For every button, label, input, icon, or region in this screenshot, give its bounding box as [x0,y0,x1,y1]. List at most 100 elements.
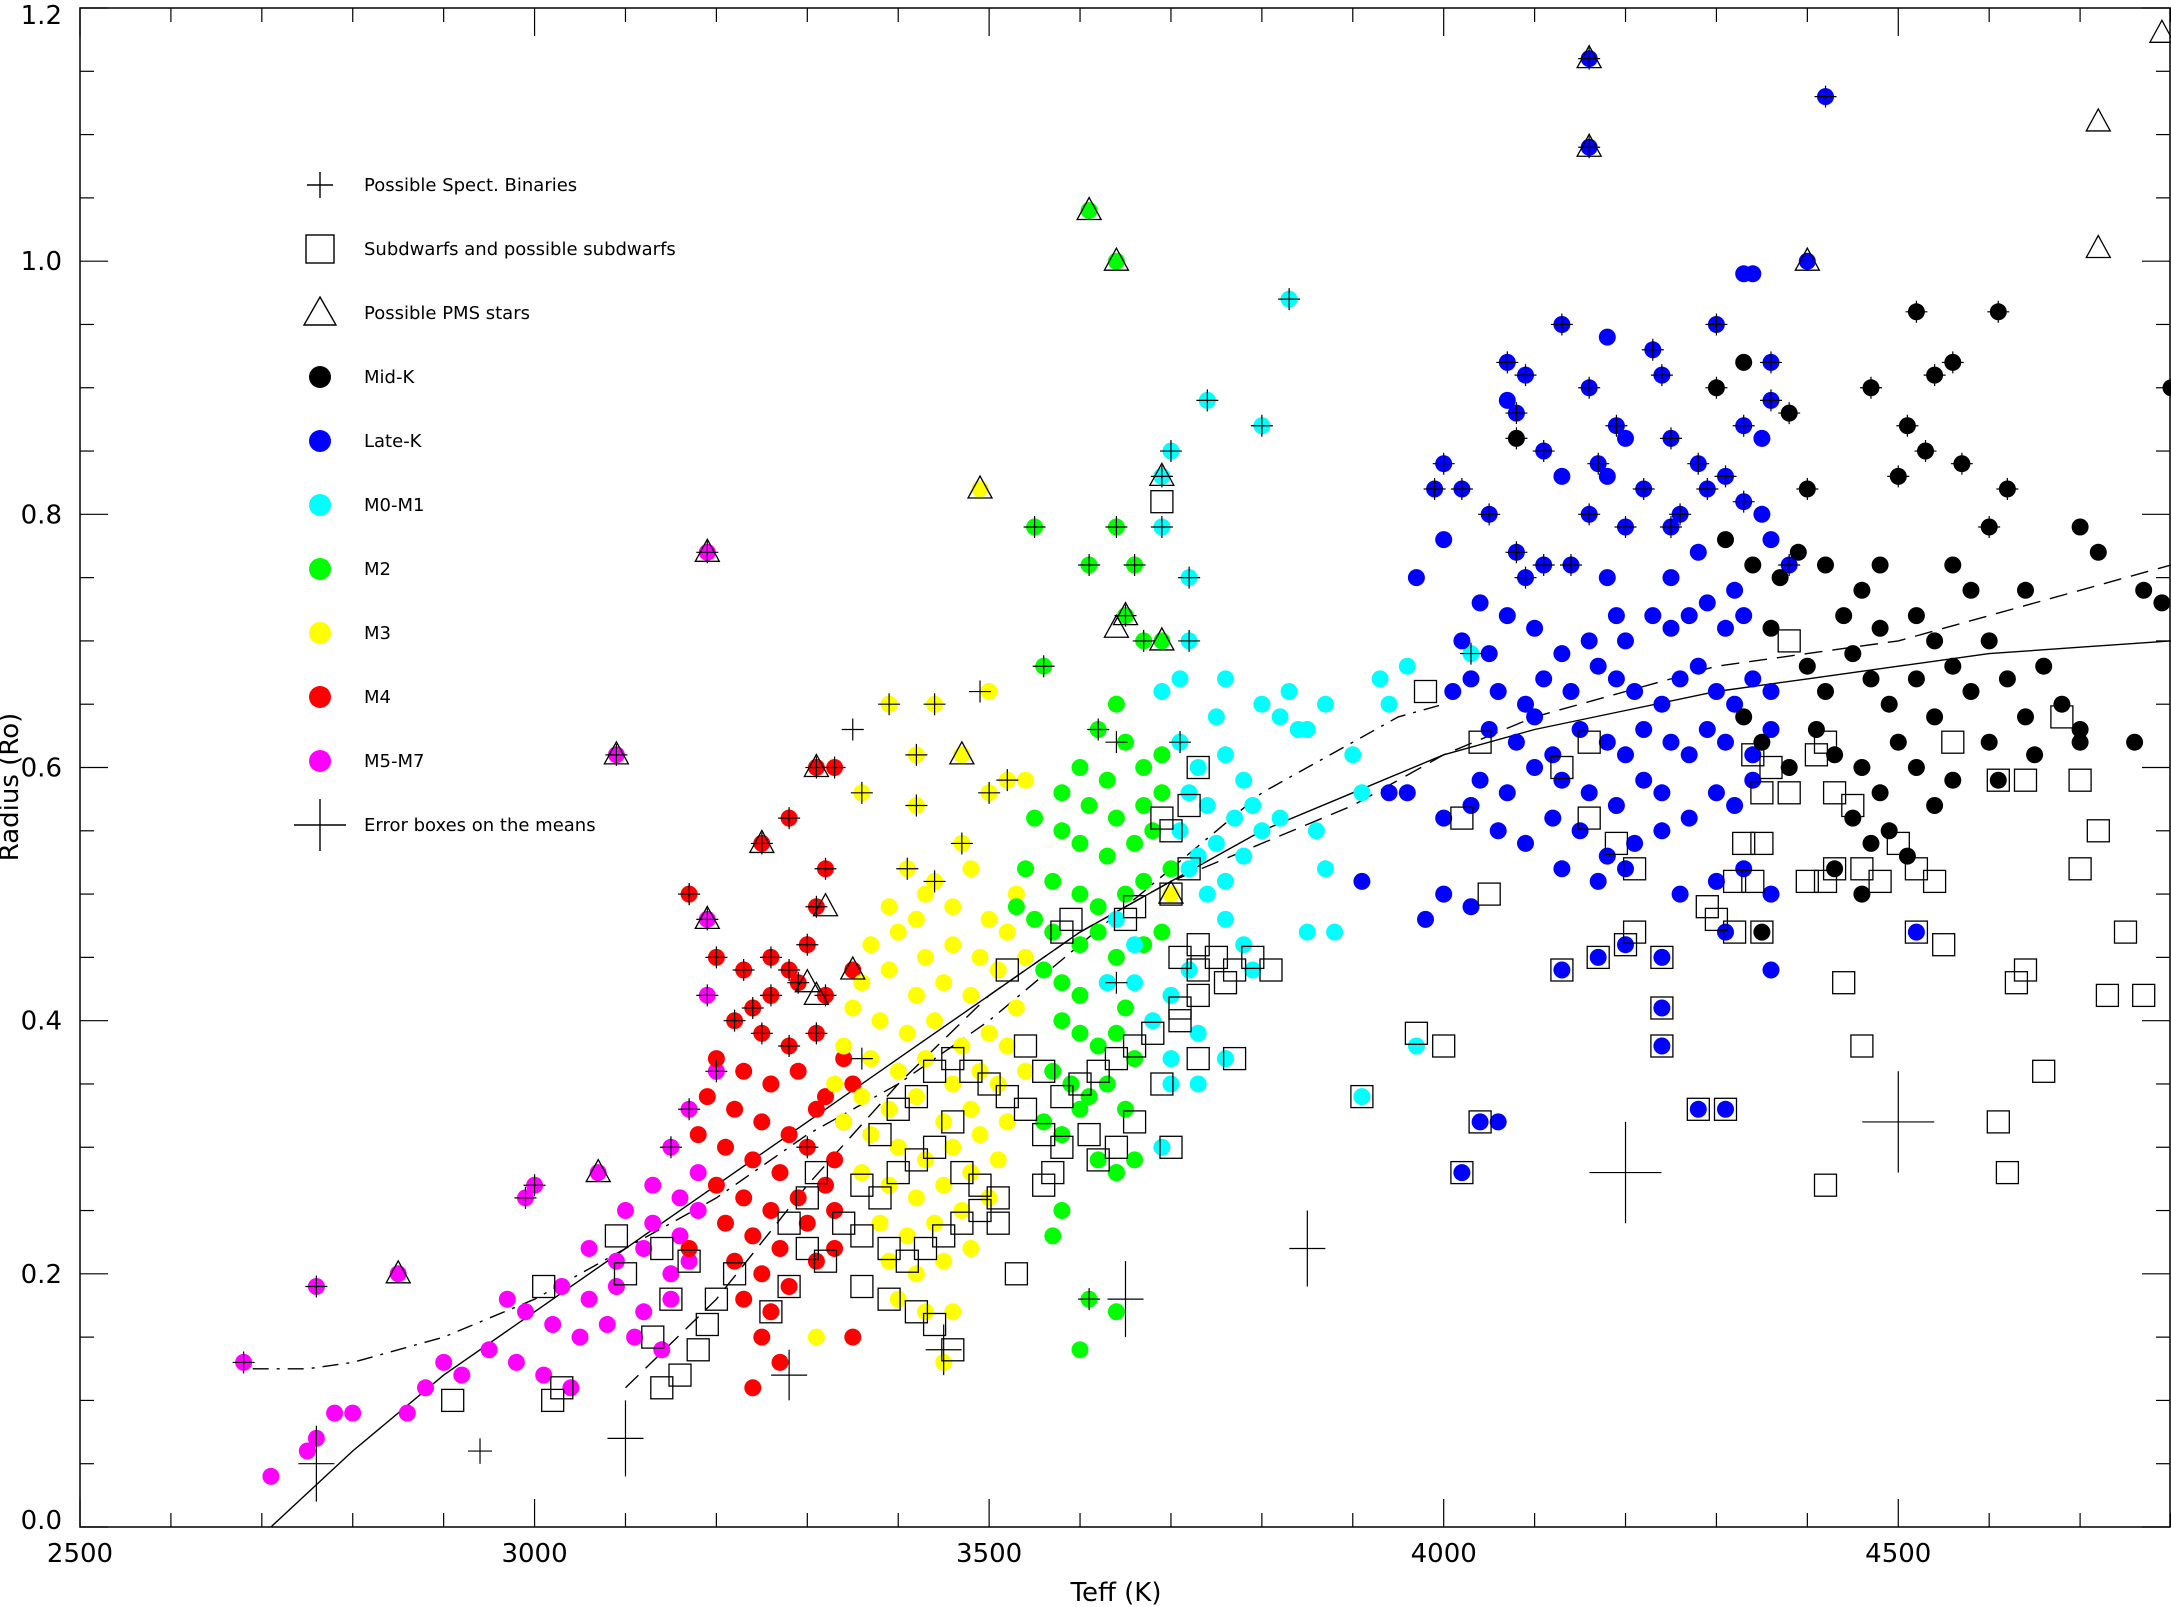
data-point-m3 [917,1303,934,1321]
data-point-mid-k [1880,695,1898,713]
data-point-m2 [1071,1341,1089,1359]
subdwarf-marker [1550,755,1574,780]
data-point-m0-m1 [1217,1050,1234,1068]
binary-marker [1087,718,1110,741]
data-point-m4 [771,1164,789,1182]
data-point-late-k [1762,721,1780,738]
x-tick-label: 2500 [47,1539,113,1569]
data-point-m5-m7 [607,1278,625,1295]
data-point-m3 [926,1012,944,1030]
subdwarf-marker [2095,983,2120,1008]
legend-marker-late-k [309,430,331,452]
data-point-late-k [1462,898,1480,916]
subdwarf-marker [1113,907,1138,932]
binary-marker [1905,300,1928,323]
binary-marker [778,1034,801,1057]
data-point-m4 [771,1353,789,1371]
data-point-late-k [1717,923,1734,941]
data-point-m0-m1 [1207,708,1225,726]
subdwarf-marker [1904,920,1929,944]
data-point-late-k [1707,872,1725,890]
data-point-m3 [844,999,862,1017]
data-point-m5-m7 [435,1353,453,1371]
data-point-m3 [835,1113,853,1131]
subdwarf-marker [1750,781,1774,805]
data-point-m3 [853,1088,871,1106]
data-point-m2 [1044,923,1062,941]
error-cross [1107,1261,1144,1338]
data-point-late-k [1562,683,1580,700]
data-point-late-k [1471,1113,1489,1131]
subdwarf-marker [1032,1122,1056,1147]
binary-marker [1987,300,2010,323]
data-point-m3 [907,1088,925,1106]
data-point-m4 [744,1227,762,1245]
subdwarf-marker [1704,907,1729,932]
y-tick-label: 1.2 [21,1,62,31]
subdwarf-marker [1159,1135,1183,1159]
data-point-mid-k [1907,607,1925,625]
error-cross [1289,1210,1326,1287]
binary-marker [1105,515,1128,538]
data-point-m5-m7 [617,1202,634,1219]
data-point-m0-m1 [1317,695,1334,713]
error-cross [771,1349,808,1401]
subdwarf-marker [895,1249,919,1273]
data-point-mid-k [1853,759,1871,776]
subdwarf-marker [686,1338,710,1362]
data-point-m4 [689,1126,707,1144]
data-point-m0-m1 [1162,1075,1180,1093]
data-point-m2 [1071,1024,1089,1042]
subdwarf-marker [1613,933,1638,957]
legend-marker-square [305,234,335,264]
data-point-mid-k [1907,759,1925,776]
binary-marker [696,908,719,931]
legend-marker-m0-m1 [309,494,331,516]
data-point-m5-m7 [662,1290,680,1308]
data-point-mid-k [1962,683,1980,700]
data-point-m4 [753,1328,771,1346]
binary-marker [1578,47,1601,70]
data-point-late-k [1689,1100,1707,1118]
subdwarf-marker [1177,793,1201,818]
subdwarf-marker [1577,806,1601,830]
subdwarf-marker [541,1388,565,1413]
subdwarf-marker [1904,857,1929,881]
data-point-mid-k [1853,581,1871,599]
data-point-mid-k [2017,708,2034,726]
subdwarf-marker [1013,1097,1038,1121]
binary-marker [1123,553,1146,576]
binary-marker [814,984,837,1007]
subdwarf-marker [1150,490,1174,514]
data-point-late-k [1553,645,1571,663]
binary-marker [996,769,1019,792]
data-point-late-k [1480,721,1498,738]
binary-marker [232,1351,255,1374]
data-point-m3 [807,1328,825,1346]
binary-marker [1978,515,2001,538]
data-point-m4 [817,1176,834,1194]
data-point-m4 [789,1189,807,1207]
binary-marker [678,1098,701,1121]
data-point-m3 [962,1100,980,1118]
data-point-mid-k [1871,556,1889,574]
data-point-mid-k [2053,695,2071,713]
data-point-m3 [889,923,907,941]
subdwarf-marker [1813,730,1838,754]
data-point-m0-m1 [1235,847,1253,865]
binary-marker [1778,402,1801,425]
data-point-m3 [898,1024,916,1042]
data-point-m4 [835,1050,853,1068]
data-point-m2 [1035,961,1053,979]
data-point-m3 [862,936,880,954]
data-point-m4 [698,1088,716,1106]
data-point-mid-k [2026,746,2044,764]
subdwarf-marker [1150,806,1174,830]
data-point-m5-m7 [480,1341,498,1359]
binary-marker [1669,503,1692,526]
data-point-m2 [1044,1227,1062,1245]
binary-marker [1550,313,1573,336]
subdwarf-marker [1032,1059,1056,1083]
subdwarf-marker [1750,920,1774,944]
data-point-m4 [817,1088,834,1106]
